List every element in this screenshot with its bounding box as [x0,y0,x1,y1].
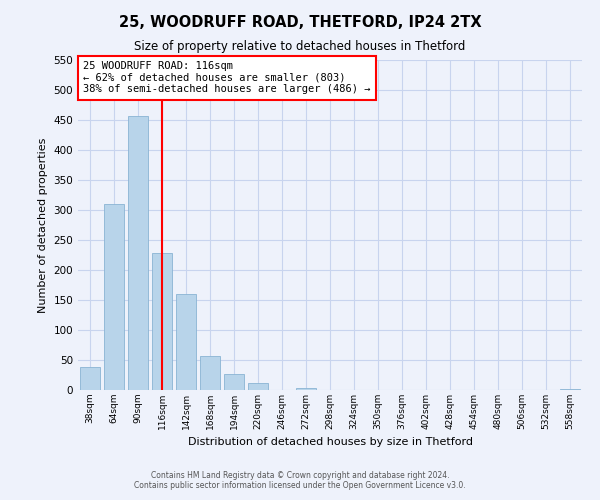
X-axis label: Distribution of detached houses by size in Thetford: Distribution of detached houses by size … [187,438,473,448]
Bar [296,388,316,390]
Text: Size of property relative to detached houses in Thetford: Size of property relative to detached ho… [134,40,466,53]
Bar [104,204,124,390]
Bar [80,367,100,390]
Text: 25, WOODRUFF ROAD, THETFORD, IP24 2TX: 25, WOODRUFF ROAD, THETFORD, IP24 2TX [119,15,481,30]
Bar [176,294,196,390]
Bar [200,356,220,390]
Bar [152,253,172,390]
Bar [224,374,244,390]
Text: Contains HM Land Registry data © Crown copyright and database right 2024.
Contai: Contains HM Land Registry data © Crown c… [134,470,466,490]
Bar [560,389,580,390]
Bar [248,383,268,390]
Text: 25 WOODRUFF ROAD: 116sqm
← 62% of detached houses are smaller (803)
38% of semi-: 25 WOODRUFF ROAD: 116sqm ← 62% of detach… [83,61,370,94]
Y-axis label: Number of detached properties: Number of detached properties [38,138,48,312]
Bar [128,116,148,390]
